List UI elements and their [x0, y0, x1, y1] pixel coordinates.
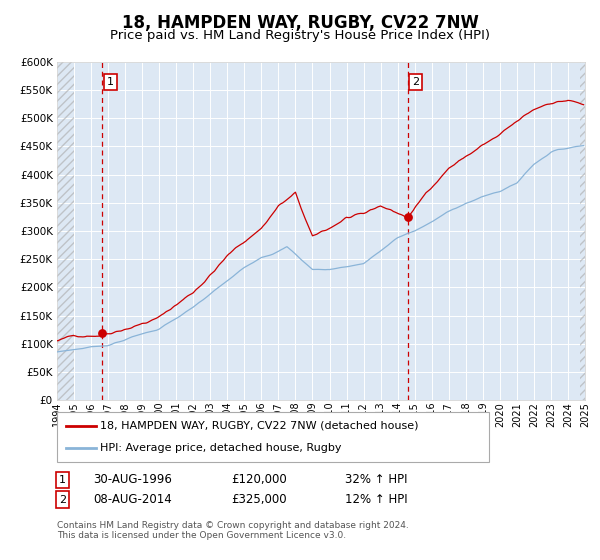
- Text: 18, HAMPDEN WAY, RUGBY, CV22 7NW: 18, HAMPDEN WAY, RUGBY, CV22 7NW: [122, 14, 478, 32]
- Text: 2: 2: [412, 77, 419, 87]
- Bar: [57, 62, 74, 400]
- Text: Price paid vs. HM Land Registry's House Price Index (HPI): Price paid vs. HM Land Registry's House …: [110, 29, 490, 42]
- Point: [403, 212, 412, 221]
- Text: 12% ↑ HPI: 12% ↑ HPI: [345, 493, 407, 506]
- Text: 18, HAMPDEN WAY, RUGBY, CV22 7NW (detached house): 18, HAMPDEN WAY, RUGBY, CV22 7NW (detach…: [100, 421, 419, 431]
- Text: 1: 1: [59, 475, 66, 485]
- Text: 1: 1: [107, 77, 114, 87]
- Text: Contains HM Land Registry data © Crown copyright and database right 2024.
This d: Contains HM Land Registry data © Crown c…: [57, 521, 409, 540]
- Text: £120,000: £120,000: [231, 473, 287, 487]
- Text: 08-AUG-2014: 08-AUG-2014: [93, 493, 172, 506]
- Text: 32% ↑ HPI: 32% ↑ HPI: [345, 473, 407, 487]
- Text: 30-AUG-1996: 30-AUG-1996: [93, 473, 172, 487]
- Text: £325,000: £325,000: [231, 493, 287, 506]
- Point: [98, 328, 107, 337]
- Bar: [580, 62, 585, 400]
- Bar: [57, 62, 74, 400]
- Text: HPI: Average price, detached house, Rugby: HPI: Average price, detached house, Rugb…: [100, 443, 342, 453]
- Text: 2: 2: [59, 494, 66, 505]
